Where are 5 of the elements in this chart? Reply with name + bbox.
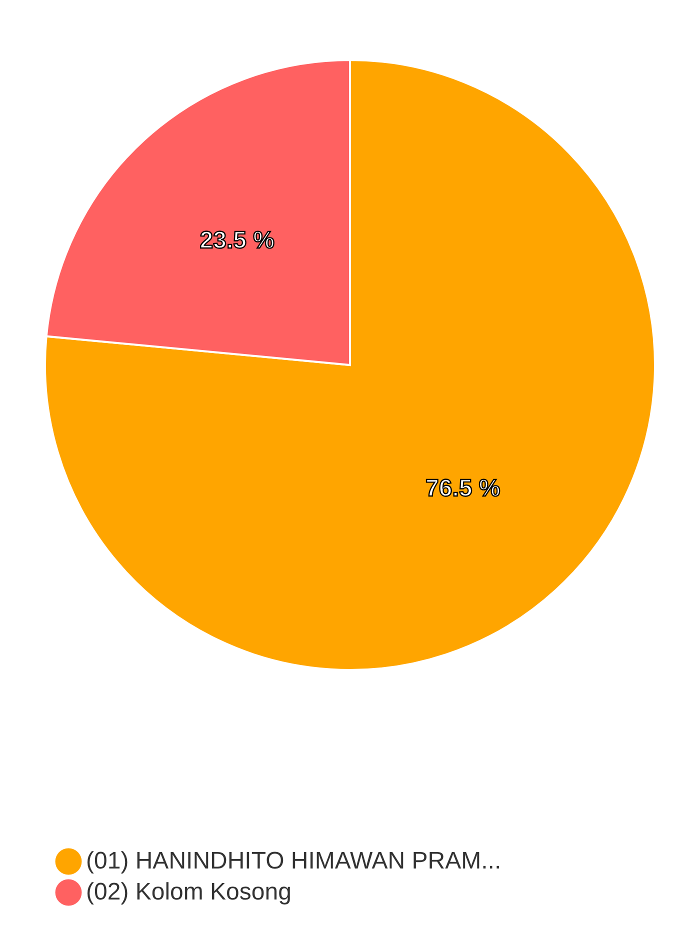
- data-label: 23.5 %: [200, 226, 274, 254]
- legend-label: (02) Kolom Kosong: [86, 878, 292, 906]
- pie-slice: [44, 59, 656, 671]
- legend-label: (01) HANINDHITO HIMAWAN PRAM...: [86, 848, 502, 874]
- data-label: 76.5 %: [426, 475, 500, 502]
